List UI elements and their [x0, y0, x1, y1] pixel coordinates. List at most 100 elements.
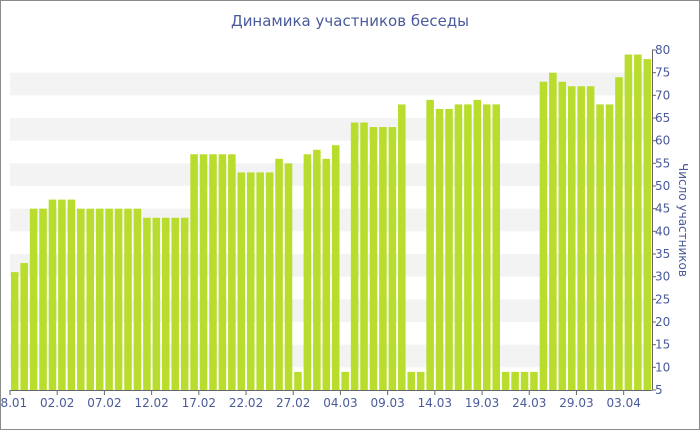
bar [615, 77, 623, 390]
x-tick-label: 07.02 [87, 396, 121, 410]
bar [454, 104, 463, 391]
bar [558, 81, 567, 390]
x-tick-label: 24.03 [512, 396, 546, 410]
bar [58, 199, 66, 390]
bar [350, 122, 359, 391]
bar [303, 154, 312, 390]
grid-band [10, 299, 652, 322]
x-tick-label: 28.01 [0, 396, 27, 410]
bar [105, 208, 113, 390]
bar [634, 54, 642, 391]
bar [124, 208, 132, 390]
bar [162, 217, 170, 390]
bar [29, 208, 38, 390]
bar [596, 104, 604, 391]
bar [445, 108, 453, 390]
bar [624, 54, 633, 391]
grid-band [10, 344, 652, 368]
bar [237, 172, 246, 390]
grid-band [10, 254, 652, 277]
bar [20, 263, 28, 390]
x-tick-label: 17.02 [182, 396, 216, 410]
bar [143, 217, 151, 390]
bar [199, 154, 208, 390]
x-tick-label: 12.02 [134, 396, 168, 410]
y-tick-label: 75 [655, 66, 670, 80]
y-tick-label: 40 [655, 224, 670, 238]
bar [530, 371, 538, 390]
x-tick-label: 09.03 [370, 396, 404, 410]
bar [435, 108, 444, 390]
bar [407, 371, 416, 390]
bar [313, 149, 321, 390]
bar [246, 172, 255, 390]
y-tick-label: 15 [655, 338, 670, 352]
y-axis-label: Число участников [676, 163, 690, 277]
bar [275, 158, 283, 390]
bar [322, 158, 331, 390]
bar [114, 208, 123, 390]
bar [388, 127, 397, 391]
x-ticks: 28.01 02.02 07.02 12.02 17.02 22.02 27.02 04.03… [0, 390, 641, 410]
bar [341, 371, 349, 390]
bar [48, 199, 57, 390]
x-tick-label: 02.02 [40, 396, 74, 410]
bar [218, 154, 227, 390]
bar [152, 217, 161, 390]
bar [473, 99, 482, 390]
bar [284, 163, 293, 390]
bar [398, 104, 406, 391]
bar [67, 199, 76, 390]
bar [416, 371, 425, 390]
bar [567, 86, 576, 391]
y-tick-label: 20 [655, 315, 670, 329]
bar [549, 72, 557, 391]
bar [426, 99, 434, 390]
bar [133, 208, 142, 390]
bar [95, 208, 104, 390]
bar [331, 145, 340, 390]
x-tick-label: 22.02 [229, 396, 263, 410]
y-tick-label: 65 [655, 111, 670, 125]
grid-band [10, 72, 652, 96]
y-tick-label: 5 [655, 383, 663, 397]
y-tick-label: 30 [655, 270, 670, 284]
bar [360, 122, 368, 391]
bar [379, 127, 387, 391]
bar [586, 86, 595, 391]
y-tick-label: 45 [655, 202, 670, 216]
bar [501, 371, 510, 390]
x-tick-label: 04.03 [323, 396, 357, 410]
y-tick-label: 10 [655, 360, 670, 374]
bar [539, 81, 548, 390]
y-tick-label: 25 [655, 292, 670, 306]
y-tick-label: 80 [655, 43, 670, 57]
bar [190, 154, 198, 390]
grid-band [10, 208, 652, 232]
bar [483, 104, 491, 391]
bar [180, 217, 189, 390]
bar [209, 154, 217, 390]
bar [228, 154, 236, 390]
x-tick-label: 29.03 [559, 396, 593, 410]
bar [369, 127, 378, 391]
bars [10, 54, 652, 391]
y-tick-label: 70 [655, 88, 670, 102]
bar [171, 217, 179, 390]
grid-bands [10, 72, 652, 368]
x-tick-label: 14.03 [418, 396, 452, 410]
bar [294, 371, 302, 390]
bar [464, 104, 472, 391]
x-tick-label: 03.04 [606, 396, 640, 410]
chart-title: Динамика участников беседы [230, 12, 470, 30]
y-tick-label: 60 [655, 134, 670, 148]
grid-band [10, 118, 652, 141]
bar [511, 371, 519, 390]
bar [520, 371, 529, 390]
y-ticks: 5 10 15 20 25 30 35 40 45 50 55 60 65 70 75 80 [652, 43, 670, 397]
y-tick-label: 50 [655, 179, 670, 193]
x-tick-label: 19.03 [465, 396, 499, 410]
bar [643, 59, 652, 391]
bar [265, 172, 274, 390]
